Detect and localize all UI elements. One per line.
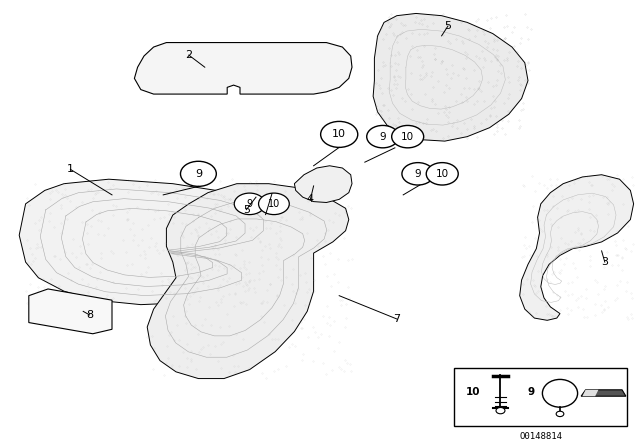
Bar [454, 368, 627, 426]
Circle shape [496, 408, 505, 414]
Text: 7: 7 [393, 314, 401, 324]
Text: 10: 10 [436, 169, 449, 179]
Polygon shape [373, 13, 528, 141]
Text: 9: 9 [246, 199, 253, 209]
Polygon shape [134, 43, 352, 94]
Text: 9: 9 [415, 169, 421, 179]
Text: 5: 5 [445, 21, 451, 31]
Polygon shape [29, 289, 112, 334]
Circle shape [259, 193, 289, 215]
Text: 8: 8 [86, 310, 93, 320]
Polygon shape [147, 184, 349, 379]
Text: 10: 10 [401, 132, 414, 142]
Text: 5: 5 [243, 205, 250, 215]
Polygon shape [581, 390, 626, 396]
Text: 10: 10 [332, 129, 346, 139]
Circle shape [321, 121, 358, 147]
Circle shape [180, 161, 216, 186]
Text: 2: 2 [185, 50, 193, 60]
Circle shape [367, 125, 399, 148]
Text: 9: 9 [195, 169, 202, 179]
Text: 4: 4 [307, 194, 314, 204]
Circle shape [402, 163, 434, 185]
Text: 9: 9 [528, 387, 535, 396]
Text: 9: 9 [380, 132, 386, 142]
Circle shape [426, 163, 458, 185]
Text: 10: 10 [466, 387, 481, 396]
Ellipse shape [543, 379, 578, 407]
Polygon shape [582, 390, 598, 396]
Circle shape [392, 125, 424, 148]
Text: 3: 3 [602, 257, 608, 267]
Circle shape [234, 193, 265, 215]
Polygon shape [520, 175, 634, 320]
Polygon shape [19, 179, 282, 305]
Text: O0148814: O0148814 [519, 432, 563, 441]
Polygon shape [294, 166, 352, 202]
Text: 10: 10 [268, 199, 280, 209]
Circle shape [556, 411, 564, 417]
Text: 1: 1 [67, 164, 74, 174]
